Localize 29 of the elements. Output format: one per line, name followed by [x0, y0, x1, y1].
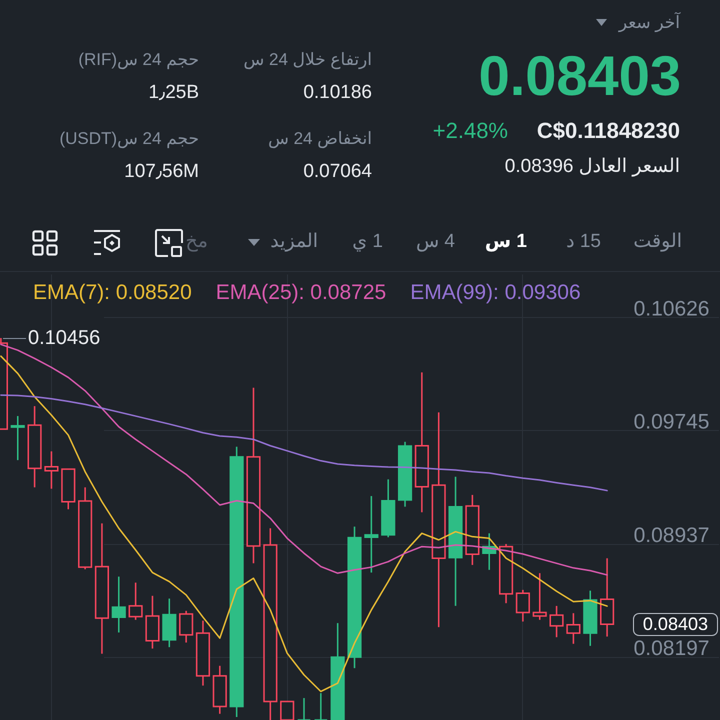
y-tick-label: 0.09745 [634, 410, 710, 434]
text: EMA(7): 0.08520 [33, 281, 192, 305]
text: 0.07064 [303, 160, 372, 184]
text: 4 س [416, 230, 455, 254]
annotation: 0.10456 [28, 326, 100, 350]
text: حجم 24 س(USDT) [59, 128, 199, 150]
text: آخر سعر [618, 12, 680, 34]
text: 0.10186 [303, 82, 372, 104]
y-tick-label: 0.10626 [634, 297, 710, 320]
text: EMA(99): 0.09306 [410, 281, 581, 305]
y-tick-label: 0.08197 [634, 637, 710, 660]
text: 0.08403 [632, 612, 718, 636]
text: انخفاض 24 س [268, 128, 372, 150]
text: 1 س [484, 230, 527, 254]
text: ارتفاع خلال 24 س [244, 50, 372, 70]
y-tick-label: 0.08937 [634, 524, 710, 548]
text: الوقت [633, 230, 682, 254]
text: حجم 24 س(RIF) [78, 50, 199, 70]
text: 15 د [566, 230, 601, 254]
text: 1٫25B [148, 82, 199, 104]
text: المزيد [270, 230, 318, 254]
text: 0.08403 [478, 43, 681, 110]
text: 1 ي [352, 230, 383, 254]
text: السعر العادل 0.08396 [504, 156, 680, 178]
text: EMA(25): 0.08725 [216, 281, 386, 305]
text: C$0.11848230 [536, 118, 680, 144]
text: +2.48% [432, 118, 508, 144]
text: مخ [186, 230, 208, 254]
text: 107٫56M [124, 160, 199, 184]
